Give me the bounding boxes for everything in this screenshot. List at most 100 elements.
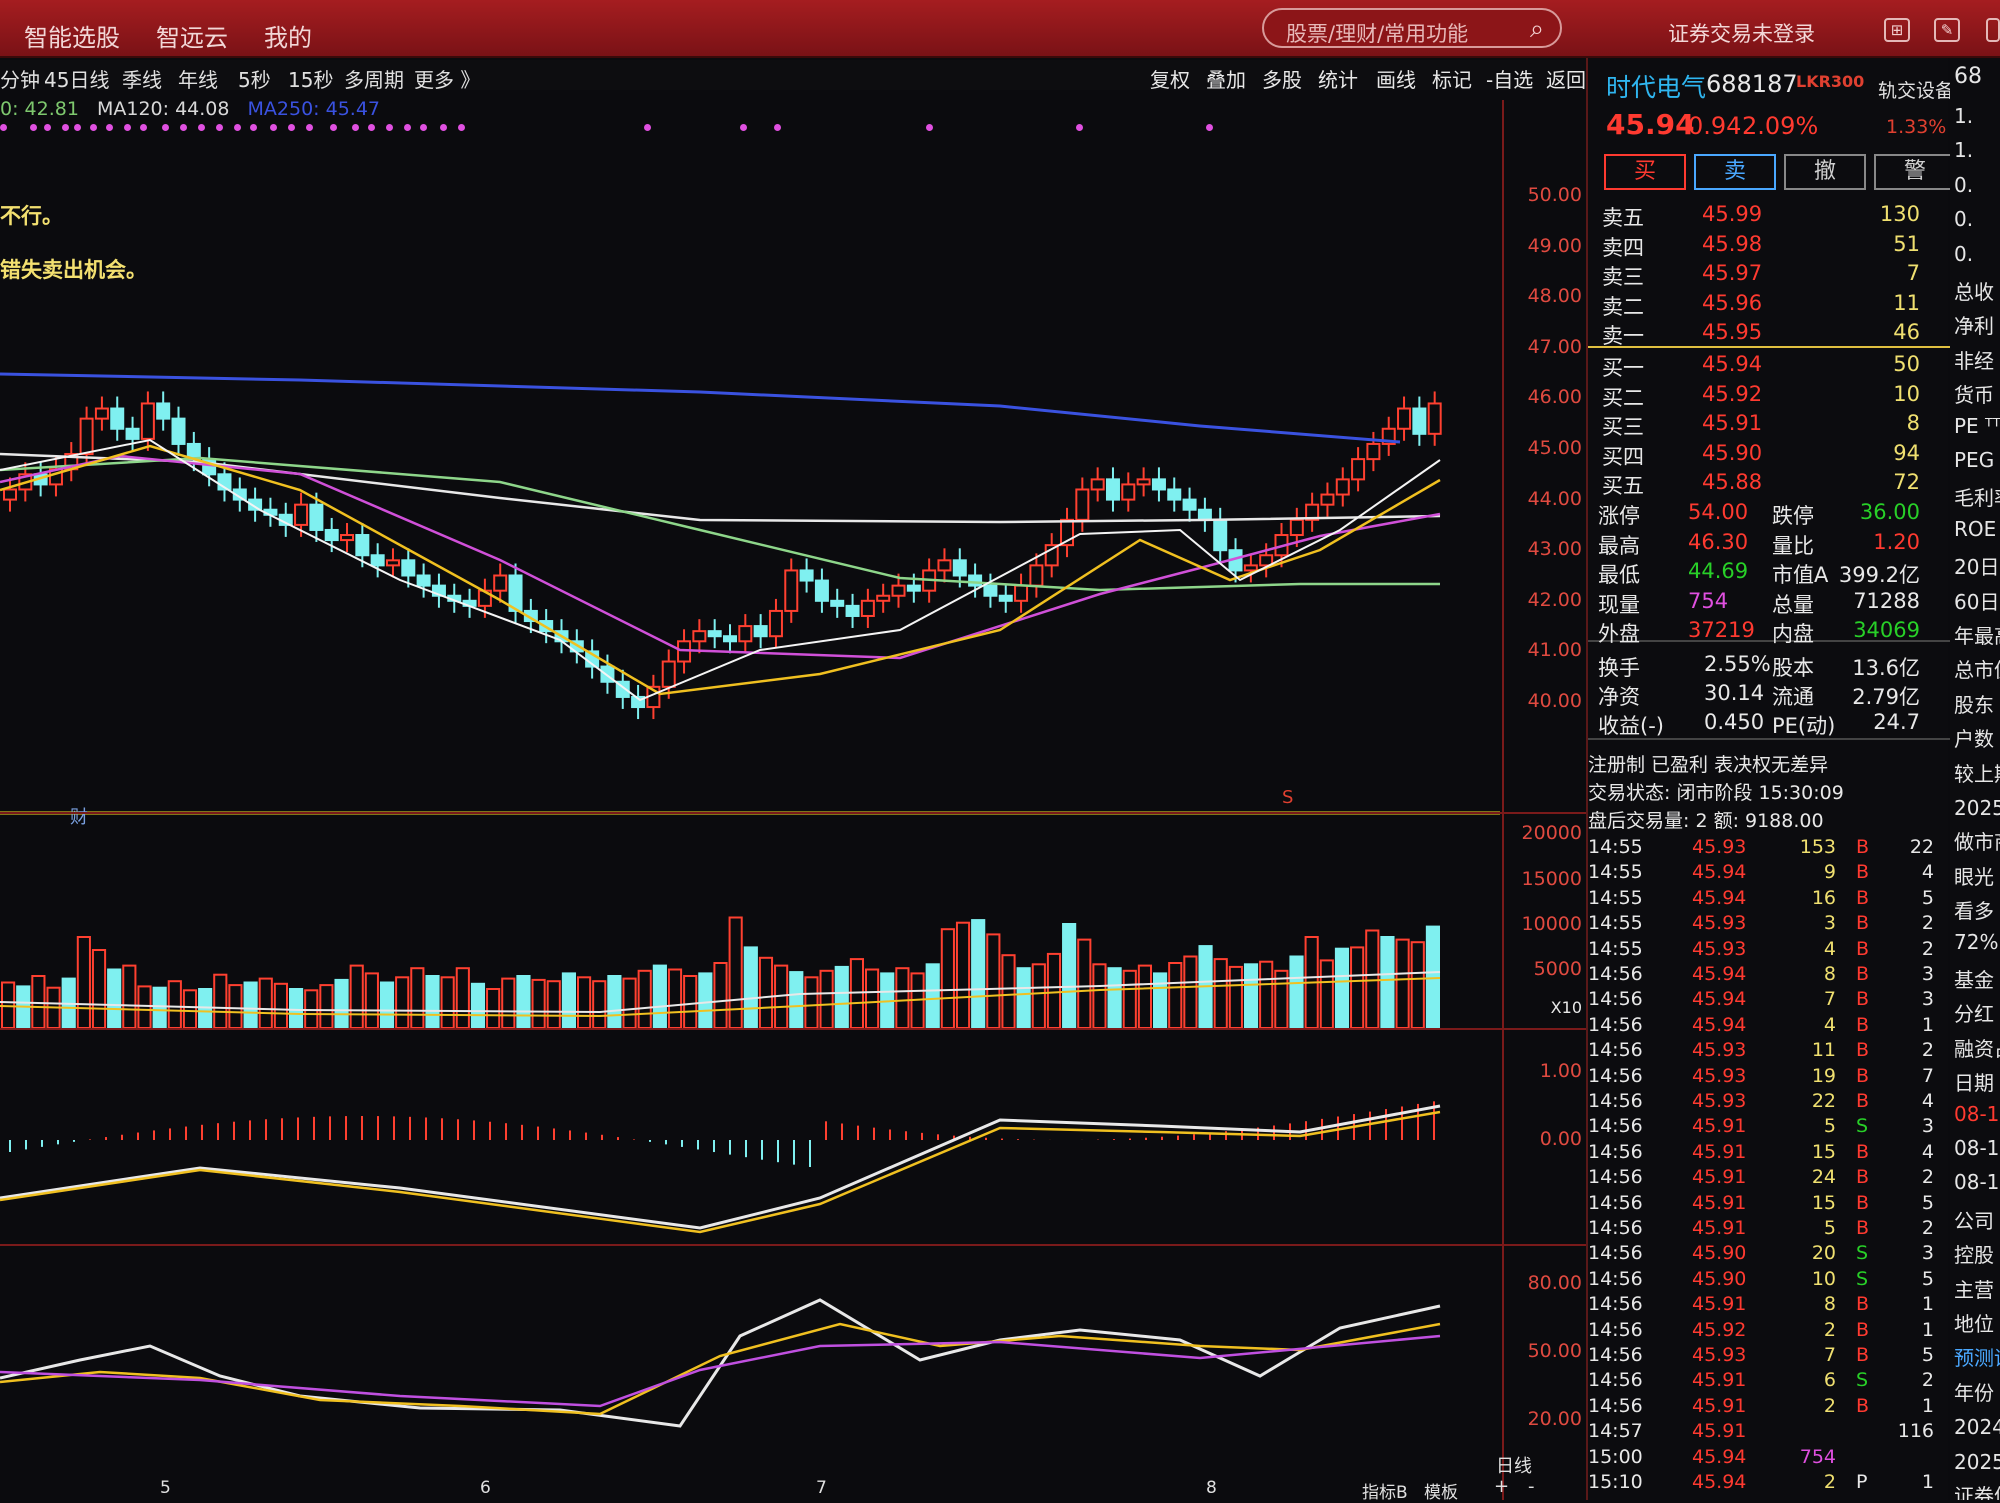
tool-watchlist[interactable]: -自选 xyxy=(1486,68,1534,92)
volume-bar xyxy=(546,980,561,1030)
tool-back[interactable]: 返回 xyxy=(1546,68,1586,92)
signal-dot xyxy=(62,124,69,131)
volume-bar xyxy=(561,972,576,1030)
ma10-line xyxy=(0,438,1441,702)
tool-draw[interactable]: 画线 xyxy=(1376,68,1416,92)
tick-price: 45.91 xyxy=(1692,1394,1747,1417)
tick-count: 1 xyxy=(1921,1471,1934,1493)
volume-bar xyxy=(1289,955,1304,1029)
industry-label[interactable]: 轨交设备 xyxy=(1878,80,1955,102)
price-tick: 47.00 xyxy=(1527,335,1582,358)
signal-dot xyxy=(124,124,131,131)
menu-zhiyuan-cloud[interactable]: 智远云 xyxy=(156,24,228,52)
cancel-order-button[interactable]: 撤 xyxy=(1784,154,1866,190)
side-info-item: ROE xyxy=(1954,516,1997,541)
stats2-divider xyxy=(1588,738,1950,740)
tick-time: 14:56 xyxy=(1588,1394,1643,1417)
tab-45day[interactable]: 45日线 xyxy=(44,68,110,92)
tab-multi-period[interactable]: 多周期 xyxy=(344,68,404,92)
volume-bar xyxy=(425,975,440,1029)
candle-body xyxy=(738,625,753,643)
volume-bar xyxy=(182,989,198,1029)
signal-dot xyxy=(270,124,277,131)
ask-volume: 51 xyxy=(1893,231,1920,256)
tab-15sec[interactable]: 15秒 xyxy=(288,68,334,92)
bid-price: 45.94 xyxy=(1702,352,1763,376)
tool-overlay[interactable]: 叠加 xyxy=(1206,68,1246,92)
period-label[interactable]: 日线 xyxy=(1496,1456,1532,1477)
side-info-item: 20日 xyxy=(1954,555,2000,580)
volume-bar xyxy=(1410,941,1425,1030)
price-tick: 50.00 xyxy=(1527,184,1582,206)
candle-body xyxy=(1167,488,1182,501)
candle-body xyxy=(692,630,707,643)
template-button[interactable]: 模板 xyxy=(1424,1483,1458,1503)
price-tick: 42.00 xyxy=(1527,588,1582,611)
tool-stats[interactable]: 统计 xyxy=(1318,68,1358,92)
volume-bar xyxy=(470,982,486,1029)
volume-bar xyxy=(1350,946,1365,1030)
tick-price: 45.91 xyxy=(1692,1166,1747,1189)
tick-side: B xyxy=(1856,861,1870,884)
signal-dot xyxy=(306,124,313,131)
tool-fuquan[interactable]: 复权 xyxy=(1150,68,1190,92)
skin-icon[interactable]: ⊞ xyxy=(1884,18,1910,42)
tab-5sec[interactable]: 5秒 xyxy=(238,68,271,92)
volume-tick: 10000 xyxy=(1521,913,1582,935)
volume-bar xyxy=(713,962,728,1029)
stock-code: 688187 xyxy=(1706,70,1798,98)
stat2-label: 净资 xyxy=(1598,685,1640,709)
volume-tick: X10 xyxy=(1550,998,1582,1017)
candlestick-chart[interactable]: 财 S xyxy=(0,110,1500,1500)
tick-time: 14:56 xyxy=(1588,963,1643,985)
tick-time: 14:56 xyxy=(1588,1318,1643,1341)
signal-dot xyxy=(404,124,411,131)
stat-value: 37219 xyxy=(1688,618,1755,642)
search-icon[interactable]: ⌕ xyxy=(1529,14,1544,43)
tick-time: 14:56 xyxy=(1588,1293,1643,1316)
tab-year[interactable]: 年线 xyxy=(178,68,218,92)
candle-body xyxy=(385,559,400,567)
tab-more[interactable]: 更多 》 xyxy=(414,68,481,92)
stat-label: 现量 xyxy=(1598,592,1640,617)
tick-price: 45.91 xyxy=(1692,1191,1747,1214)
tick-count: 4 xyxy=(1921,1140,1934,1163)
candle-body xyxy=(431,584,446,597)
tick-volume: 8 xyxy=(1823,1293,1836,1316)
ma60-line xyxy=(0,456,1440,592)
candle-body xyxy=(156,402,171,420)
menu-mine[interactable]: 我的 xyxy=(264,24,312,52)
zoom-out-button[interactable]: - xyxy=(1528,1476,1535,1497)
price-change: 0.94 xyxy=(1688,112,1742,140)
alert-button[interactable]: 警 xyxy=(1874,154,1956,190)
buy-button[interactable]: 买 xyxy=(1604,154,1686,190)
candle-body xyxy=(1029,564,1044,587)
candle-body xyxy=(1197,508,1212,521)
tick-count: 7 xyxy=(1921,1064,1934,1087)
menu-smart-stock[interactable]: 智能选股 xyxy=(24,24,120,52)
side-info-item: 眼光 xyxy=(1954,864,1994,889)
tick-price: 45.93 xyxy=(1692,912,1747,935)
tool-mark[interactable]: 标记 xyxy=(1432,68,1472,92)
tick-time: 14:55 xyxy=(1588,937,1643,960)
bid-label: 买二 xyxy=(1602,385,1644,410)
settings-icon[interactable]: ✎ xyxy=(1934,18,1960,42)
tick-volume: 11 xyxy=(1811,1039,1836,1062)
zoom-in-button[interactable]: + xyxy=(1494,1476,1510,1497)
stat2-value: 24.7 xyxy=(1873,710,1920,734)
indicator-b-button[interactable]: 指标B xyxy=(1362,1483,1408,1503)
stat-label: 量比 xyxy=(1772,533,1814,558)
search-input[interactable]: 股票/理财/常用功能 ⌕ xyxy=(1262,8,1562,48)
tab-quarter[interactable]: 季线 xyxy=(122,68,162,92)
candle-body xyxy=(876,594,891,602)
tick-time: 14:56 xyxy=(1588,1115,1643,1138)
tick-side: B xyxy=(1856,1013,1870,1036)
tick-count: 5 xyxy=(1921,886,1934,909)
volume-bar xyxy=(1137,964,1153,1029)
window-icon[interactable] xyxy=(1986,18,2000,42)
tab-minute[interactable]: 分钟 xyxy=(0,68,40,92)
tool-multi-stock[interactable]: 多股 xyxy=(1262,68,1302,92)
side-info-item: 证券信息 xyxy=(1954,1484,2000,1500)
sell-button[interactable]: 卖 xyxy=(1694,154,1776,190)
trade-login-status[interactable]: 证券交易未登录 xyxy=(1668,22,1815,46)
